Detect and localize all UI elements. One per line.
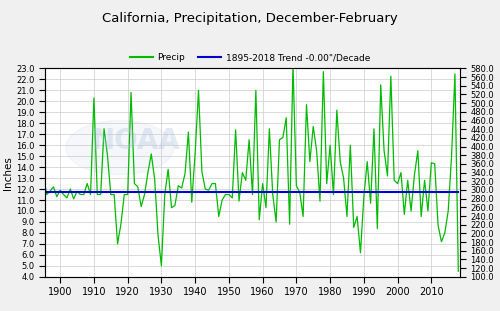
Precip — [290, 63, 296, 67]
Legend: Precip, 1895-2018 Trend -0.00"/Decade: Precip, 1895-2018 Trend -0.00"/Decade — [126, 50, 374, 66]
Y-axis label: Inches: Inches — [4, 156, 14, 189]
1895-2018 Trend -0.00"/Decade — [40, 190, 46, 194]
Precip — [456, 269, 462, 273]
1895-2018 Trend -0.00"/Decade — [44, 190, 50, 194]
Line: Precip: Precip — [44, 65, 459, 271]
Precip — [280, 136, 286, 139]
1895-2018 Trend -0.00"/Decade — [452, 190, 458, 194]
Text: California, Precipitation, December-February: California, Precipitation, December-Febr… — [102, 12, 398, 26]
Precip — [118, 222, 124, 226]
1895-2018 Trend -0.00"/Decade — [280, 190, 286, 194]
Precip — [162, 193, 168, 197]
Precip — [68, 187, 73, 191]
Y-axis label: Millimeters: Millimeters — [497, 144, 500, 202]
Precip — [222, 193, 228, 197]
1895-2018 Trend -0.00"/Decade — [68, 190, 73, 194]
Text: NOAA: NOAA — [92, 127, 180, 156]
1895-2018 Trend -0.00"/Decade — [162, 190, 168, 194]
Precip — [40, 173, 46, 177]
1895-2018 Trend -0.00"/Decade — [456, 190, 462, 194]
1895-2018 Trend -0.00"/Decade — [118, 190, 124, 194]
Circle shape — [66, 120, 174, 175]
Precip — [44, 193, 50, 197]
